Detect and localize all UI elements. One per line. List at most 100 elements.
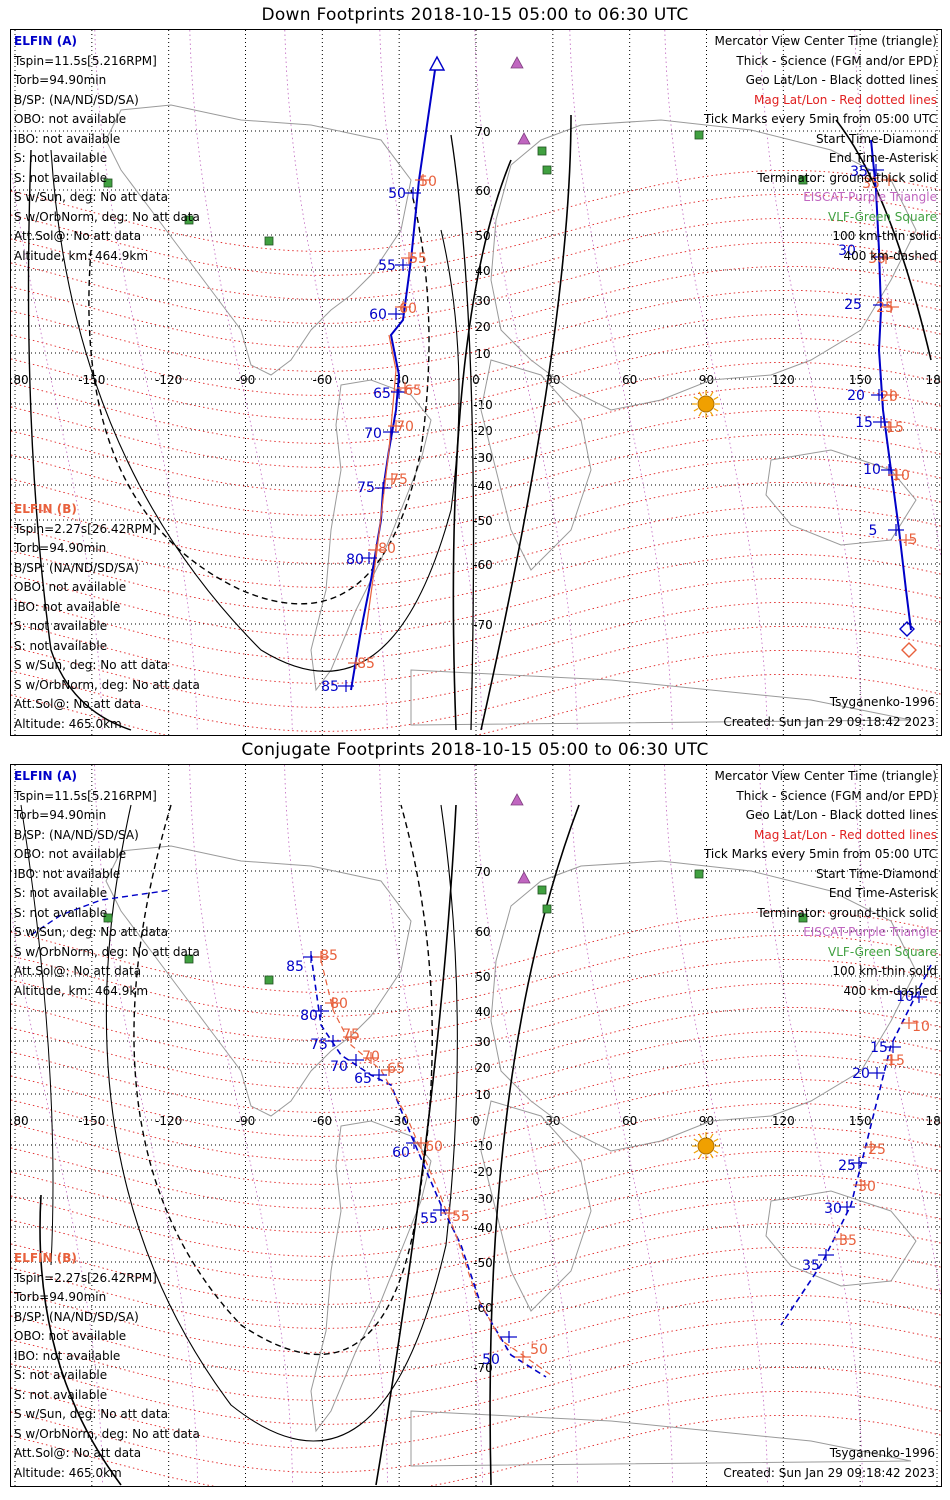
mag-meridian-line (664, 30, 768, 731)
lat-tick-label: -40 (473, 1221, 493, 1235)
elfin-b-line: S: not available (14, 1368, 108, 1382)
elfin-b-tick-label: 25 (868, 1142, 886, 1158)
coastline (765, 1190, 917, 1287)
elfin-b-line: S w/Sun, deg: No att data (14, 658, 168, 672)
elfin-b-tick-label: 20 (880, 389, 898, 405)
elfin-b-track (320, 959, 552, 1376)
mag-meridian-line (189, 765, 293, 1486)
sun-ray (698, 1133, 703, 1139)
lat-tick-label: -50 (473, 1256, 493, 1270)
elfin-a-line: Att.Sol@: No att data (14, 229, 142, 243)
mag-latitude-line (11, 1030, 941, 1113)
elfin-b-line: Att.Sol@: No att data (14, 1446, 142, 1460)
elfin-a-info: ELFIN (A) Tspin=11.5s[5.216RPM] Torb=94.… (14, 767, 200, 1001)
elfin-b-tick-label: 10 (892, 468, 910, 484)
lat-tick-label: -10 (473, 1139, 493, 1153)
elfin-a-tick-label: 20 (847, 388, 865, 404)
elfin-b-tick-label: 15 (887, 1053, 905, 1069)
mag-meridian-line (284, 765, 388, 1486)
elfin-b-tick-label: 80 (378, 541, 396, 557)
elfin-a-line: S: not available (14, 151, 108, 165)
elfin-b-tick-label: 65 (387, 1061, 405, 1077)
elfin-b-info: ELFIN (B) Tspin=2.27s[26.42RPM] Torb=94.… (14, 500, 200, 734)
legend-item: Start Time-Diamond (815, 866, 937, 881)
elfin-b-line: B/SP: (NA/ND/SD/SA) (14, 560, 139, 575)
elfin-a-line: B/SP: (NA/ND/SD/SA) (14, 92, 139, 107)
mag-meridian-line (189, 30, 293, 731)
mag-latitude-line (11, 433, 941, 516)
vlf-station-marker (103, 178, 113, 188)
conjugate-map: -180-150-120-90-60-300306090120150180706… (11, 765, 941, 1486)
lat-tick-label: 60 (475, 925, 490, 939)
vlf-station-marker (537, 146, 547, 156)
terminator-line (835, 119, 932, 361)
elfin-a-track (350, 69, 436, 691)
elfin-a-line: S: not available (14, 905, 108, 920)
lat-tick-label: -60 (473, 558, 493, 572)
mag-latitude-line (11, 934, 941, 1017)
mag-latitude-line (11, 1318, 941, 1401)
lat-tick-label: 70 (475, 125, 490, 139)
terminator-line (27, 149, 132, 731)
start-time-diamond (901, 642, 917, 658)
eiscat-marker (517, 871, 531, 884)
elfin-b-tick-label: 70 (362, 1049, 380, 1065)
sun-ray (709, 411, 714, 417)
coastline (480, 359, 592, 571)
mag-meridian-line (94, 765, 198, 1486)
lon-tick-label: 60 (622, 1114, 637, 1128)
conjugate-footprints-panel: -180-150-120-90-60-300306090120150180706… (10, 764, 942, 1487)
lon-tick-label: -60 (313, 1114, 333, 1128)
elfin-b-line: Tspin=2.27s[26.42RPM] (14, 521, 157, 536)
mag-latitude-line (11, 625, 941, 708)
elfin-b-tick-label: 80 (330, 996, 348, 1012)
elfin-b-tick-label: 55 (409, 251, 427, 267)
legend-item: Thick - Science (FGM and/or EPD) (736, 53, 937, 68)
down-footprints-panel: -180-150-120-90-60-300306090120150180706… (10, 29, 942, 736)
sun-ray (698, 391, 703, 397)
mag-latitude-line (11, 313, 941, 396)
mag-latitude-line (11, 1294, 941, 1377)
elfin-a-tick-label: 35 (850, 164, 868, 180)
sun-marker (697, 395, 715, 413)
elfin-a-tick-label: 50 (482, 1352, 500, 1368)
mag-latitude-line (11, 1246, 941, 1329)
eiscat-marker (510, 56, 524, 69)
legend-item: Tick Marks every 5min from 05:00 UTC (703, 847, 937, 861)
elfin-a-tick-label: 85 (286, 959, 304, 975)
elfin-b-line: S: not available (14, 619, 108, 633)
vlf-station-marker (264, 236, 274, 246)
down-title: Down Footprints 2018-10-15 05:00 to 06:3… (261, 5, 689, 25)
elfin-a-tick-label: 70 (364, 426, 382, 442)
elfin-a-tick-label: 15 (870, 1040, 888, 1056)
lat-tick-label: 60 (475, 184, 490, 198)
sun-ray (693, 396, 699, 401)
sun-ray (709, 391, 714, 397)
lon-tick-label: 120 (772, 1114, 795, 1128)
elfin-a-tick-label: 60 (392, 1145, 410, 1161)
model-label: Tsyganenko-1996 (829, 1446, 935, 1460)
elfin-a-line: B/SP: (NA/ND/SD/SA) (14, 827, 139, 842)
altitude-400km-ellipse (88, 189, 430, 605)
mag-latitude-line (11, 553, 941, 636)
elfin-b-header: ELFIN (B) (14, 1251, 77, 1265)
elfin-b-line: Torb=94.90min (14, 541, 107, 555)
mag-latitude-line (11, 481, 941, 564)
lat-tick-label: 20 (475, 320, 490, 334)
legend-item: End Time-Asterisk (828, 151, 937, 165)
vlf-station-marker (184, 215, 194, 225)
lon-tick-label: 0 (472, 373, 480, 387)
elfin-b-line: S w/Sun, deg: No att data (14, 1407, 168, 1421)
mag-latitude-line (11, 1174, 941, 1257)
elfin-b-line: S w/OrbNorm, deg: No att data (14, 1426, 200, 1441)
lon-tick-label: 150 (849, 1114, 872, 1128)
mag-latitude-line (11, 577, 941, 660)
elfin-a-header: ELFIN (A) (14, 34, 77, 48)
mag-meridian-line (284, 30, 388, 731)
sun-ray (693, 1149, 699, 1154)
mag-meridian-line (11, 905, 103, 1486)
legend-item: Thick - Science (FGM and/or EPD) (736, 788, 937, 803)
legend-item: 100 km-thin solid (832, 229, 937, 243)
mag-latitude-line (11, 1366, 941, 1449)
mag-latitude-line (11, 1342, 941, 1425)
